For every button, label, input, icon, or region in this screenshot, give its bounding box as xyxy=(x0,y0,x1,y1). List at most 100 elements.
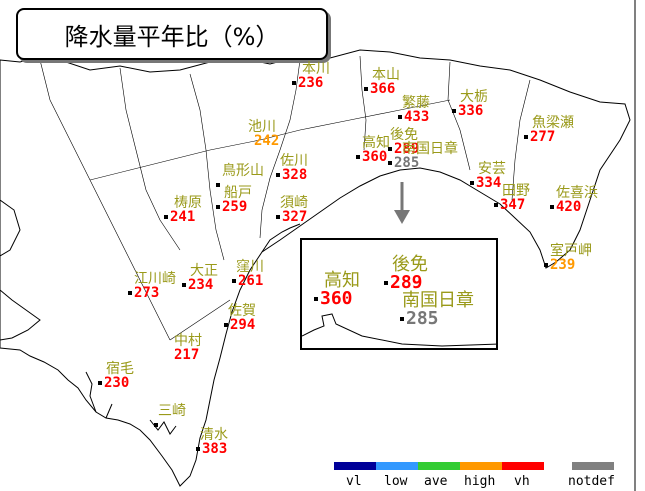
inset-station-kochi: 高知 360 xyxy=(314,272,360,308)
legend-swatch-notdef xyxy=(572,462,614,470)
legend-swatch-vh xyxy=(502,462,544,470)
station-name: 清水 xyxy=(200,427,228,443)
station-marker xyxy=(470,181,474,185)
station-marker xyxy=(452,109,456,113)
legend-swatch-ave xyxy=(418,462,460,470)
station-marker xyxy=(356,155,360,159)
station-funato: 船戸 259 xyxy=(216,186,252,214)
station-sagawa: 佐川 328 xyxy=(276,154,308,182)
station-marker xyxy=(524,135,528,139)
station-value: 239 xyxy=(550,257,576,273)
station-value: 360 xyxy=(362,149,388,165)
station-name: 江川崎 xyxy=(134,271,176,287)
station-value: 261 xyxy=(238,273,264,289)
station-marker xyxy=(232,279,236,283)
station-name: 本山 xyxy=(372,67,400,83)
station-value: 289 xyxy=(394,141,420,157)
station-marker xyxy=(384,281,388,285)
station-marker xyxy=(400,317,404,321)
station-name: 安芸 xyxy=(478,161,506,177)
station-value: 327 xyxy=(282,209,308,225)
station-value: 285 xyxy=(394,155,420,171)
station-ikegawa: 池川 242 xyxy=(248,120,279,148)
station-value: 217 xyxy=(174,347,200,363)
station-taisho: 大正 234 xyxy=(182,264,218,292)
station-kubokawa: 窪川 261 xyxy=(232,260,264,288)
inset-coastline xyxy=(302,313,496,347)
station-name: 三崎 xyxy=(158,403,186,419)
inset-zoom-box: 高知 360 後免 289 南国日章 285 xyxy=(300,238,498,350)
station-honkawa: 本川 236 xyxy=(292,62,330,90)
station-value: 366 xyxy=(370,81,396,97)
station-value: 236 xyxy=(298,75,324,91)
legend-swatch-high xyxy=(460,462,502,470)
map-title: 降水量平年比（%） xyxy=(16,8,328,60)
station-otochi: 大栃 336 xyxy=(452,90,488,118)
station-value: 277 xyxy=(530,129,556,145)
station-marker xyxy=(388,161,392,165)
station-marker xyxy=(216,183,220,187)
legend-label-notdef: notdef xyxy=(568,474,615,489)
station-kochi-main: 高知 360 xyxy=(356,136,390,164)
station-torigatayama: 鳥形山 xyxy=(216,164,264,192)
station-name: 室戸岬 xyxy=(550,243,592,259)
station-name: 後免 xyxy=(392,254,428,275)
station-name: 本川 xyxy=(302,61,330,77)
station-muroto: 室戸岬 239 xyxy=(544,244,592,272)
station-name: 南国日章 xyxy=(402,290,474,311)
station-marker xyxy=(154,423,158,427)
station-name: 後免 xyxy=(390,127,418,143)
station-marker xyxy=(276,173,280,177)
station-name: 船戸 xyxy=(224,185,252,201)
station-marker xyxy=(98,381,102,385)
station-name: 須崎 xyxy=(280,195,308,211)
station-value: 285 xyxy=(406,308,439,329)
legend-label-vh: vh xyxy=(514,474,530,489)
station-marker xyxy=(196,447,200,451)
station-aki: 安芸 334 xyxy=(470,162,506,190)
station-value: 289 xyxy=(390,272,423,293)
station-name: 高知 xyxy=(324,270,360,291)
legend-label-low: low xyxy=(384,474,408,489)
station-marker xyxy=(550,205,554,209)
down-arrow-icon xyxy=(394,182,410,224)
station-yusuhara: 梼原 241 xyxy=(164,196,202,224)
station-misaki: 三崎 xyxy=(154,404,186,432)
station-name: 魚梁瀬 xyxy=(532,115,574,131)
station-value: 273 xyxy=(134,285,160,301)
station-susaki: 須崎 327 xyxy=(276,196,308,224)
station-marker xyxy=(276,215,280,219)
station-sukumo: 宿毛 230 xyxy=(98,362,134,390)
station-value: 241 xyxy=(170,209,196,225)
station-nankoku-main: 南国日章 285 xyxy=(388,142,458,170)
station-name: 田野 xyxy=(502,183,530,199)
station-marker xyxy=(292,81,296,85)
station-name: 繁藤 xyxy=(402,95,430,111)
station-name: 中村 xyxy=(174,333,202,349)
station-name: 佐川 xyxy=(280,153,308,169)
station-name: 梼原 xyxy=(174,195,202,211)
station-value: 336 xyxy=(458,103,484,119)
station-value: 334 xyxy=(476,175,502,191)
legend-label-vl: vl xyxy=(346,474,362,489)
station-nakamura: 中村 217 xyxy=(168,334,202,362)
station-value: 294 xyxy=(230,317,256,333)
station-marker xyxy=(216,205,220,209)
station-marker xyxy=(182,283,186,287)
station-marker xyxy=(164,215,168,219)
station-sakihama: 佐喜浜 420 xyxy=(550,186,598,214)
station-ekawasaki: 江川崎 273 xyxy=(128,272,176,300)
station-value: 328 xyxy=(282,167,308,183)
station-value: 383 xyxy=(202,441,228,457)
legend-label-high: high xyxy=(464,474,496,489)
station-marker xyxy=(364,87,368,91)
station-name: 大栃 xyxy=(460,89,488,105)
station-value: 420 xyxy=(556,199,582,215)
station-marker xyxy=(398,115,402,119)
station-marker xyxy=(494,203,498,207)
station-value: 259 xyxy=(222,199,248,215)
station-yanase: 魚梁瀬 277 xyxy=(524,116,574,144)
station-name: 窪川 xyxy=(236,259,264,275)
